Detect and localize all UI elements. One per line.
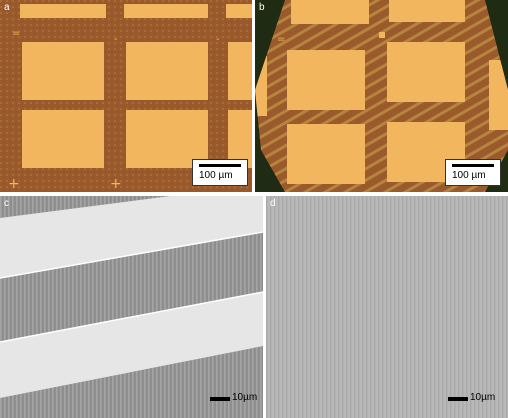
svg-text:-: - — [216, 34, 220, 45]
svg-text:-: - — [114, 34, 118, 45]
panel-b-letter: b — [259, 2, 265, 13]
panel-a-scale-bar — [199, 164, 241, 167]
svg-text:=: = — [12, 28, 20, 39]
panel-c-sem-image: c 10µm — [0, 196, 263, 418]
panel-c-scale-bar — [210, 397, 230, 401]
panel-c-letter: c — [4, 198, 9, 209]
panel-d-sem-image: d 10µm — [266, 196, 508, 418]
panel-b-optical-image: = b 100 µm — [255, 0, 508, 192]
panel-a-optical-image: = - - + + a 100 µm — [0, 0, 252, 192]
panel-b-scale-box: 100 µm — [445, 159, 501, 186]
panel-b-scale-bar — [452, 164, 494, 167]
svg-text:+: + — [110, 176, 122, 192]
panel-b-scale-label: 100 µm — [452, 170, 486, 181]
panel-a-micrograph: = - - + + — [0, 0, 252, 192]
panel-c-micrograph — [0, 196, 263, 418]
svg-text:+: + — [8, 176, 20, 192]
panel-c-scale-label: 10µm — [232, 392, 258, 403]
panel-a-letter: a — [4, 2, 10, 13]
panel-d-scale-label: 10µm — [470, 392, 496, 403]
panel-d-scale-bar — [448, 397, 468, 401]
panel-d-letter: d — [270, 198, 276, 209]
panel-a-scale-box: 100 µm — [192, 159, 248, 186]
svg-text:=: = — [277, 34, 285, 45]
panel-d-micrograph — [266, 196, 508, 418]
panel-a-scale-label: 100 µm — [199, 170, 233, 181]
